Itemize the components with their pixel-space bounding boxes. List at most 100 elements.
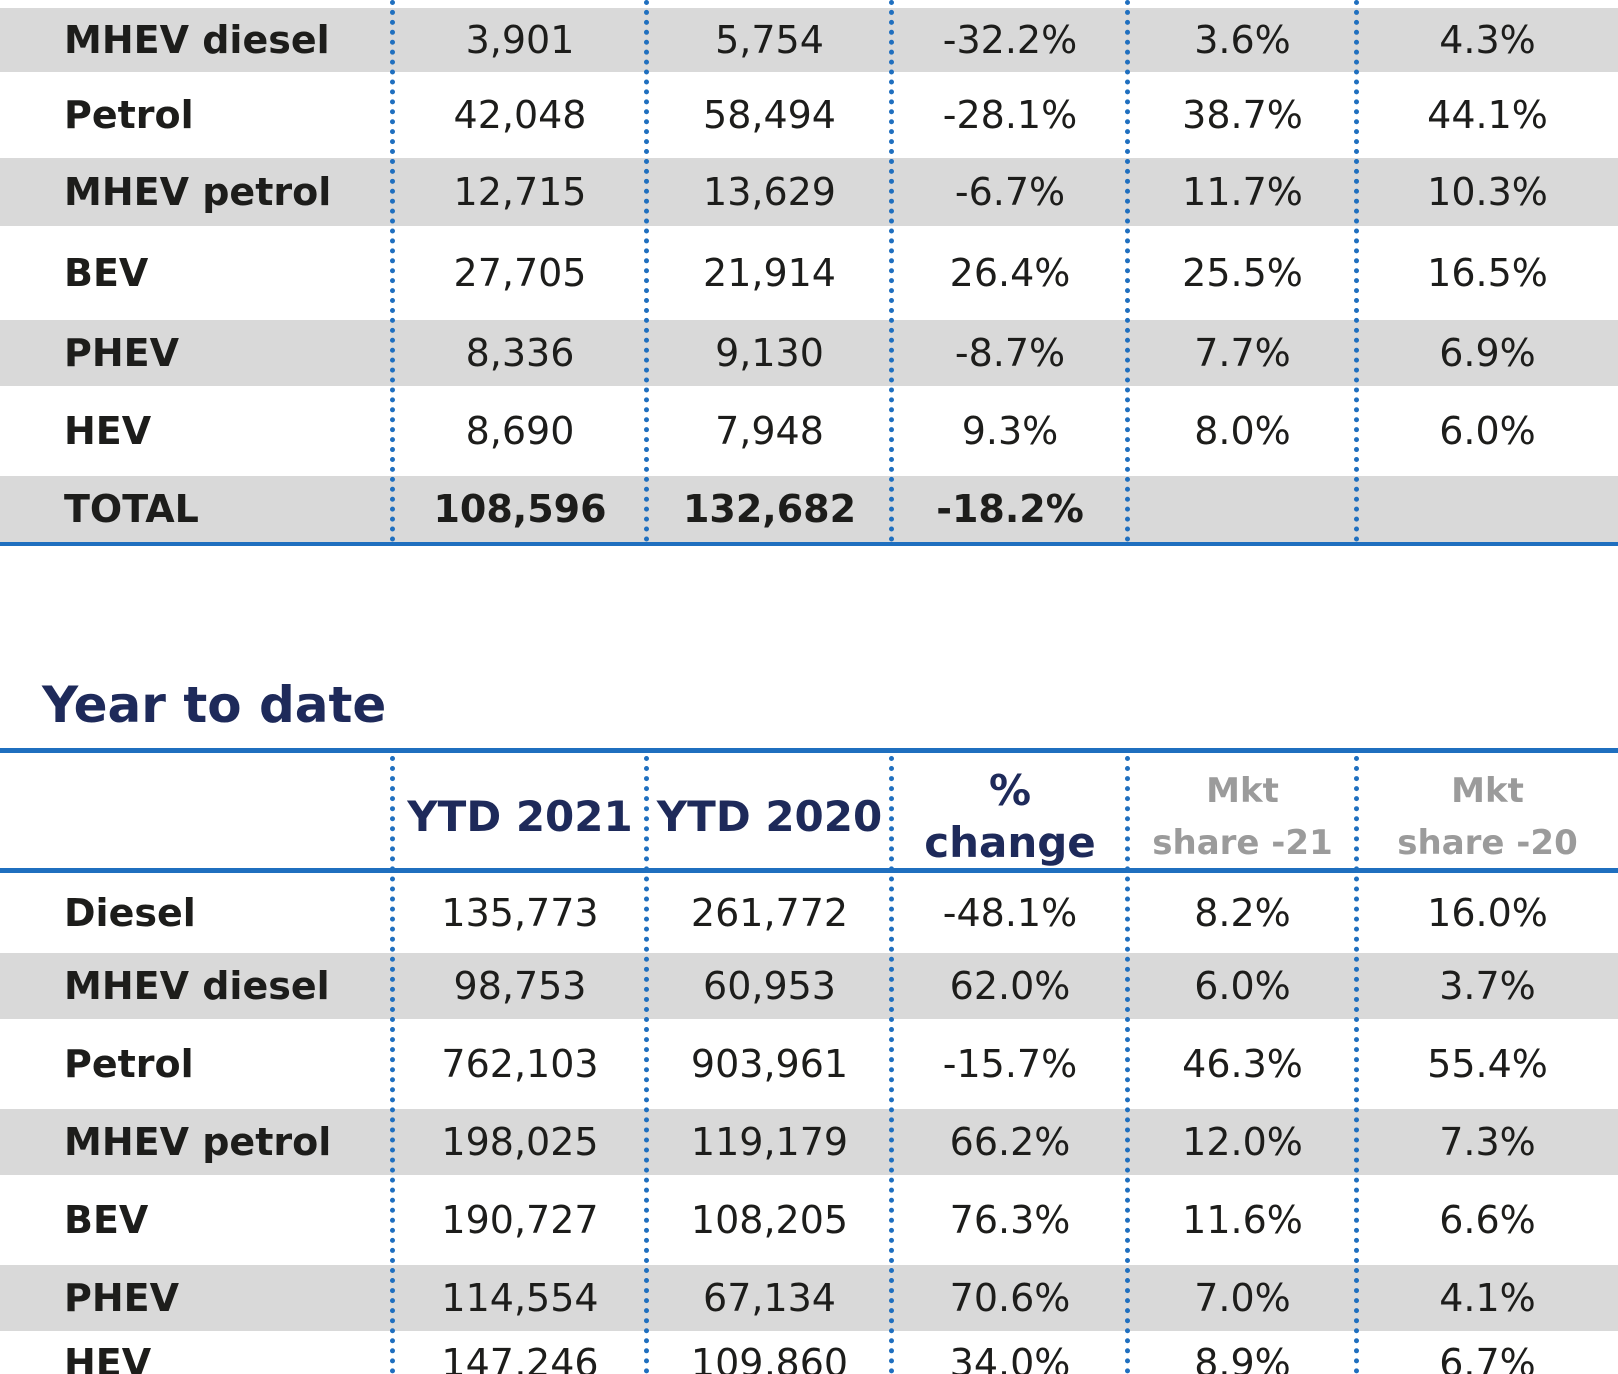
header-label: YTD 2020 [656, 792, 883, 841]
row-label: Petrol [64, 1042, 194, 1086]
cell-value: 11.7% [1182, 170, 1303, 214]
row-label: MHEV diesel [64, 964, 330, 1008]
cell-value [1128, 476, 1357, 542]
table-row: Diesel 135,773 261,772 -48.1% 8.2% 16.0% [0, 873, 1618, 953]
header-top-rule [0, 748, 1618, 753]
header-label-line1: Mkt [1206, 771, 1279, 811]
cell-value: -15.7% [942, 1042, 1078, 1086]
column-divider [1125, 756, 1130, 1374]
cell-value: 25.5% [1182, 251, 1303, 295]
cell-value: -6.7% [954, 170, 1066, 214]
column-divider [390, 0, 395, 542]
cell-value: 7.0% [1194, 1276, 1291, 1320]
table-bottom-rule [0, 542, 1618, 546]
row-label: Diesel [64, 891, 196, 935]
column-divider [889, 0, 894, 542]
cell-value: 903,961 [690, 1042, 849, 1086]
cell-value: 38.7% [1182, 93, 1303, 137]
cell-value: 66.2% [949, 1120, 1071, 1164]
cell-value: 67,134 [703, 1276, 836, 1320]
cell-value: 8.2% [1194, 891, 1291, 935]
cell-value: 7,948 [715, 409, 824, 453]
cell-value: 132,682 [682, 487, 857, 531]
cell-value: 108,596 [433, 487, 607, 531]
cell-value: 10.3% [1427, 170, 1548, 214]
cell-value: 261,772 [690, 891, 849, 935]
cell-value: 44.1% [1427, 93, 1548, 137]
table-row: BEV 190,727 108,205 76.3% 11.6% 6.6% [0, 1175, 1618, 1265]
header-label-line2: share -21 [1152, 823, 1333, 863]
table-row: Petrol 762,103 903,961 -15.7% 46.3% 55.4… [0, 1019, 1618, 1109]
cell-value: 76.3% [949, 1198, 1071, 1242]
cell-value: 7.7% [1194, 331, 1291, 375]
cell-value: 4.1% [1439, 1276, 1536, 1320]
cell-value: -32.2% [942, 18, 1078, 62]
column-divider [1354, 756, 1359, 1374]
header-ytd-2021: YTD 2021 [393, 764, 647, 870]
cell-value: 3.6% [1194, 18, 1291, 62]
header-percent-change: % change [892, 764, 1128, 870]
cell-value: 8,336 [465, 331, 575, 375]
total-row: TOTAL 108,596 132,682 -18.2% [0, 476, 1618, 542]
cell-value: 119,179 [690, 1120, 849, 1164]
column-divider [390, 756, 395, 1374]
cell-value: 98,753 [453, 964, 587, 1008]
cell-value: 11.6% [1182, 1198, 1303, 1242]
table-row: Petrol 42,048 58,494 -28.1% 38.7% 44.1% [0, 72, 1618, 158]
cell-value: -48.1% [942, 891, 1078, 935]
header-mkt-share-20: Mkt share -20 [1357, 764, 1618, 870]
cell-value: 12.0% [1182, 1120, 1303, 1164]
cell-value: 6.6% [1439, 1198, 1536, 1242]
header-mkt-share-21: Mkt share -21 [1128, 764, 1357, 870]
cell-value: 34.0% [949, 1341, 1071, 1374]
cell-value: 4.3% [1439, 18, 1536, 62]
cell-value: 6.9% [1439, 331, 1536, 375]
cell-value: 16.0% [1427, 891, 1548, 935]
row-label: Petrol [64, 93, 194, 137]
cell-value: -18.2% [936, 487, 1084, 531]
row-label: BEV [64, 251, 149, 295]
cell-value: 55.4% [1427, 1042, 1548, 1086]
cell-value: 108,205 [690, 1198, 849, 1242]
row-label: TOTAL [64, 487, 199, 531]
cell-value: 60,953 [703, 964, 836, 1008]
header-label-line1: Mkt [1451, 771, 1524, 811]
cell-value: 26.4% [949, 251, 1071, 295]
cell-value: 762,103 [441, 1042, 599, 1086]
table-row: MHEV petrol 198,025 119,179 66.2% 12.0% … [0, 1109, 1618, 1175]
cell-value: 9.3% [961, 409, 1059, 453]
row-label: PHEV [64, 331, 180, 375]
table-row: MHEV petrol 12,715 13,629 -6.7% 11.7% 10… [0, 158, 1618, 226]
row-label: MHEV diesel [64, 18, 330, 62]
cell-value: 62.0% [949, 964, 1071, 1008]
cell-value: 3,901 [465, 18, 575, 62]
table-row: HEV 8,690 7,948 9.3% 8.0% 6.0% [0, 386, 1618, 476]
cell-value: 7.3% [1439, 1120, 1536, 1164]
cell-value [1357, 476, 1618, 542]
cell-value: 21,914 [703, 251, 836, 295]
cell-value: 6.7% [1439, 1341, 1536, 1374]
header-bottom-rule [0, 868, 1618, 873]
row-label: MHEV petrol [64, 170, 332, 214]
cell-value: 6.0% [1439, 409, 1536, 453]
cell-value: 147,246 [441, 1341, 599, 1374]
cell-value: 190,727 [441, 1198, 599, 1242]
row-label: MHEV petrol [64, 1120, 332, 1164]
cell-value: 198,025 [441, 1120, 599, 1164]
table-row: MHEV diesel 3,901 5,754 -32.2% 3.6% 4.3% [0, 8, 1618, 72]
column-divider [644, 756, 649, 1374]
row-label: PHEV [64, 1276, 180, 1320]
header-label-line2: change [924, 818, 1096, 867]
cell-value: 42,048 [453, 93, 587, 137]
cell-value: 135,773 [441, 891, 599, 935]
cell-value: 27,705 [453, 251, 587, 295]
row-label: HEV [64, 409, 152, 453]
cell-value: 114,554 [441, 1276, 599, 1320]
table-row: PHEV 8,336 9,130 -8.7% 7.7% 6.9% [0, 320, 1618, 386]
section-title: Year to date [42, 676, 387, 734]
header-label-line2: share -20 [1397, 823, 1578, 863]
cell-value: 12,715 [453, 170, 587, 214]
column-divider [1125, 0, 1130, 542]
row-label: BEV [64, 1198, 149, 1242]
row-label: HEV [64, 1341, 152, 1374]
